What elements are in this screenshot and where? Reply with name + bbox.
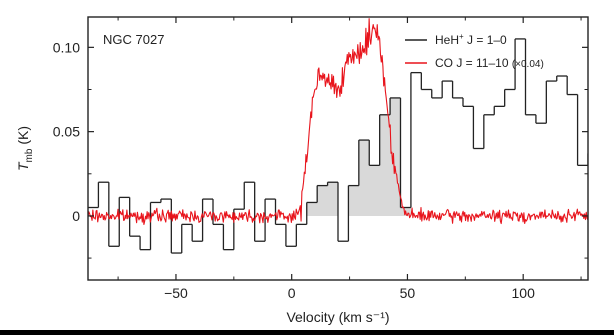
legend-label-co: CO J = 11–10 (×0.04) [435,56,544,70]
legend-label-heh: HeH+ J = 1–0 [435,32,507,47]
target-name-label: NGC 7027 [103,32,164,47]
co-spectrum-line [88,18,588,226]
x-tick-label: −50 [164,285,188,301]
y-tick-label: 0.10 [53,39,80,55]
y-axis-label-main: T [15,161,31,171]
x-tick-label: 50 [400,285,416,301]
y-axis-label-subscript: mb [24,148,35,162]
y-axis-label: Tmb (K) [15,126,35,171]
y-tick-label: 0 [72,208,80,224]
y-axis-label-unit: (K) [15,126,31,149]
data-group [88,18,588,254]
plot-frame [87,16,589,281]
x-axis-label: Velocity (km s⁻¹) [286,309,389,325]
x-tick-label: 0 [288,285,296,301]
x-tick-label: 100 [512,285,536,301]
y-tick-label: 0.05 [53,124,80,140]
